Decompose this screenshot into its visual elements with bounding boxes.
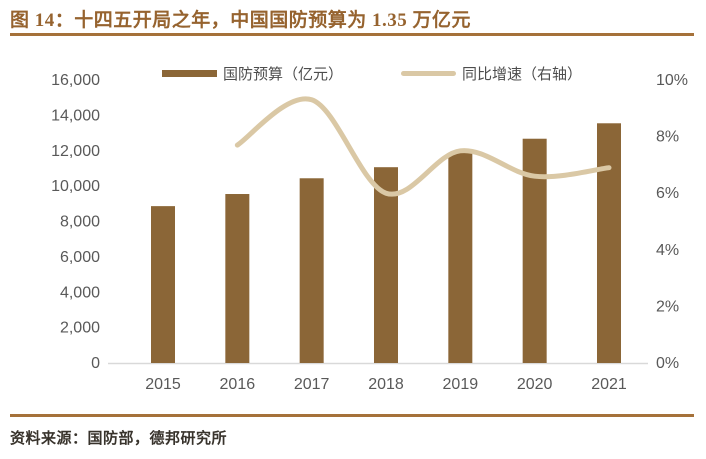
figure-title: 图 14：十四五开局之年，中国国防预算为 1.35 万亿元 [10,10,472,31]
source-text: 资料来源：国防部，德邦研究所 [10,431,228,447]
legend-item-budget: 国防预算（亿元） [162,63,343,84]
legend-line-label: 同比增速（右轴） [462,66,583,83]
right-axis-tick-label: 2% [656,298,679,315]
legend-line-swatch-icon [401,70,457,76]
x-axis-label: 2021 [591,376,627,393]
budget-bar-2015 [151,206,175,363]
right-axis-tick-label: 6% [656,185,679,202]
right-axis-tick-label: 4% [656,242,679,259]
title-divider [10,33,694,36]
source-divider [10,414,694,417]
y-axis-tick-label: 12,000 [51,143,100,160]
x-axis-label: 2020 [517,376,553,393]
legend-bar-swatch-icon [162,69,217,77]
x-axis-label: 2015 [145,376,181,393]
y-axis-tick-label: 4,000 [60,284,100,301]
y-axis-tick-label: 2,000 [60,320,100,337]
y-axis-tick-label: 8,000 [60,214,100,231]
right-axis-tick-label: 10% [656,72,688,89]
y-axis-tick-label: 14,000 [51,107,100,124]
x-axis-label: 2017 [294,376,330,393]
growth-line [234,96,612,197]
chart-legend: 国防预算（亿元） 同比增速（右轴） [162,62,582,84]
budget-bar-2017 [299,178,324,363]
y-axis-tick-label: 10,000 [51,178,100,195]
x-axis-label: 2018 [368,376,404,393]
x-axis-label: 2019 [443,376,479,393]
legend-item-growth: 同比增速（右轴） [401,63,582,84]
budget-bar-2016 [225,194,250,363]
budget-bar-2021 [596,123,621,363]
right-axis-tick-label: 0% [656,355,679,372]
budget-bar-2019 [448,152,473,363]
y-axis-tick-label: 0 [91,355,100,372]
x-axis-label: 2016 [220,376,256,393]
y-axis-tick-label: 16,000 [51,72,100,89]
budget-bar-2018 [373,167,398,363]
right-axis-tick-label: 8% [656,129,679,146]
y-axis-tick-label: 6,000 [60,249,100,266]
legend-bar-label: 国防预算（亿元） [223,66,344,83]
